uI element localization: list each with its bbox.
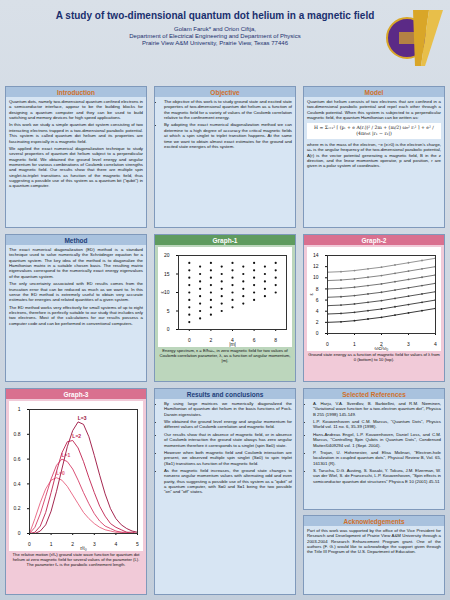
svg-text:3: 3 <box>407 341 410 347</box>
svg-text:5: 5 <box>136 541 139 547</box>
svg-text:2: 2 <box>316 319 319 325</box>
svg-text:14: 14 <box>313 252 319 258</box>
svg-text:0: 0 <box>316 330 319 336</box>
html-text:Model: Model <box>364 88 384 96</box>
html-text:A study of two-dimensional qua: A study of two-dimensional quantum dot h… <box>55 10 375 21</box>
html-text:The ED method works very effec: The ED method works very effectively for… <box>9 304 143 326</box>
html-text:However when both magnetic fie: However when both magnetic field and Cou… <box>164 449 292 466</box>
svg-text:10: 10 <box>163 289 170 296</box>
svg-text:0: 0 <box>326 341 329 347</box>
svg-text:8: 8 <box>316 286 319 292</box>
html-text:Results and conclusions: Results and conclusions <box>186 390 264 398</box>
html-text:Graph-2: Graph-2 <box>361 236 387 244</box>
html-text:Hans-Andreas Engel, L.P. Kouwe: Hans-Andreas Engel, L.P. Kouwenhoven, Da… <box>313 431 441 448</box>
svg-text:4: 4 <box>115 541 118 547</box>
svg-text:2: 2 <box>71 541 74 547</box>
html-text:Department of Electrical Engin: Department of Electrical Engineering and… <box>129 33 301 39</box>
svg-text:0.2: 0.2 <box>14 505 21 511</box>
svg-text:0: 0 <box>28 541 31 547</box>
html-text:Graph-3: Graph-3 <box>63 390 89 398</box>
html-text:Ground state energy as a funct: Ground state energy as a function of mag… <box>308 352 440 362</box>
svg-text:12: 12 <box>313 263 319 269</box>
html-text:In this work we study a simple: In this work we study a simple quantum d… <box>9 122 143 144</box>
html-text:The exact numerical diagonaliz: The exact numerical diagonalization (ED)… <box>9 247 143 279</box>
svg-text:0.4: 0.4 <box>14 481 21 487</box>
html-text:Prairie View A&M University, P: Prairie View A&M University, Prairie Vie… <box>142 40 288 46</box>
html-text:The objective of this work is: The objective of this work is to study g… <box>164 99 292 121</box>
html-text:Golam Faruk* and Orion Ciftja,: Golam Faruk* and Orion Ciftja, <box>174 26 256 32</box>
svg-text:0: 0 <box>167 326 170 332</box>
svg-text:4: 4 <box>316 308 319 314</box>
html-text:Selected References: Selected References <box>342 390 406 398</box>
html-text:We applied the exact numerical: We applied the exact numerical diagonali… <box>9 145 143 189</box>
svg-text:L=2: L=2 <box>72 433 81 439</box>
svg-text:L=1: L=1 <box>61 451 71 458</box>
html-text:P. Trojan, U. Hohenester, and: P. Trojan, U. Hohenester, and Elisa Moli… <box>313 449 441 466</box>
svg-text:6: 6 <box>316 297 319 303</box>
html-text:Our results show that in absen: Our results show that in absence of magn… <box>164 431 292 448</box>
svg-text:6: 6 <box>253 337 256 343</box>
html-text:A. Harju, V.A. Sverdlov, B. Ba: A. Harju, V.A. Sverdlov, B. Barbiellini,… <box>313 401 441 417</box>
svg-text:2: 2 <box>210 337 213 343</box>
html-text:Graph-1: Graph-1 <box>212 236 238 244</box>
html-text:L.P. Kouwenhoven and C.M. Marc: L.P. Kouwenhoven and C.M. Marcus, "Quant… <box>313 419 441 430</box>
html-text:where m is the mass of the ele: where m is the mass of the electron, −e … <box>307 141 441 169</box>
svg-text:ε: ε <box>308 293 314 296</box>
svg-text:4: 4 <box>434 341 437 347</box>
svg-text:20: 20 <box>164 252 170 258</box>
html-text:Introduction: Introduction <box>57 88 95 96</box>
svg-text:10: 10 <box>313 274 319 280</box>
html-text:The only uncertainty associate: The only uncertainty associated with ED … <box>9 281 143 303</box>
html-text:Part of this work was supporte: Part of this work was supported by the o… <box>307 528 441 555</box>
svg-text:1: 1 <box>50 541 53 547</box>
svg-text:r/ℓ₀: r/ℓ₀ <box>80 545 87 551</box>
html-text:By using large matrices we num: By using large matrices we numerically d… <box>164 401 292 417</box>
svg-text:1: 1 <box>353 341 356 347</box>
html-text:We obtained the ground level e: We obtained the ground level energy and … <box>164 419 292 430</box>
svg-text:0.6: 0.6 <box>14 456 21 462</box>
svg-text:|m|: |m| <box>229 341 236 347</box>
html-text:Acknowledgements: Acknowledgements <box>343 517 405 525</box>
svg-text:0.8: 0.8 <box>14 431 21 437</box>
svg-text:5: 5 <box>167 308 170 314</box>
svg-text:ε: ε <box>159 291 165 294</box>
html-text:The relative motion (r/ℓ₀) gro: The relative motion (r/ℓ₀) ground state … <box>12 552 140 568</box>
html-text:Method: Method <box>64 236 88 244</box>
svg-text:L=3: L=3 <box>78 415 87 421</box>
svg-text:1: 1 <box>18 406 21 412</box>
svg-text:0: 0 <box>188 337 191 343</box>
html-text:S. Tarucha, D.G. Austing, S. S: S. Tarucha, D.G. Austing, S. Sasaki, Y. … <box>313 468 441 484</box>
html-text:Quantum dots, namely two-dimen: Quantum dots, namely two-dimensional qua… <box>9 99 143 121</box>
html-text:H = Σᵢ₌₁² [ (pᵢ + e A(rᵢ))² /: H = Σᵢ₌₁² [ (pᵢ + e A(rᵢ))² / 2m + (m/2)… <box>314 125 434 137</box>
svg-text:L=0: L=0 <box>56 470 65 477</box>
html-text:As the magnetic field increase: As the magnetic field increases, the gro… <box>164 468 292 495</box>
svg-text:3: 3 <box>93 541 96 547</box>
svg-text:0: 0 <box>18 530 21 536</box>
html-text:By adopting the exact numerica: By adopting the exact numerical diagonal… <box>164 122 292 149</box>
html-text:Objective: Objective <box>210 88 240 96</box>
svg-text:8: 8 <box>274 337 277 343</box>
svg-text:15: 15 <box>164 271 170 277</box>
html-text:Energy spectrum, ε = E/ħω₀, in: Energy spectrum, ε = E/ħω₀, in zero magn… <box>159 348 291 364</box>
html-text:Quantum dot helium consists of: Quantum dot helium consists of two elect… <box>307 99 441 121</box>
svg-text:ωc/ω₀: ωc/ω₀ <box>375 345 389 351</box>
